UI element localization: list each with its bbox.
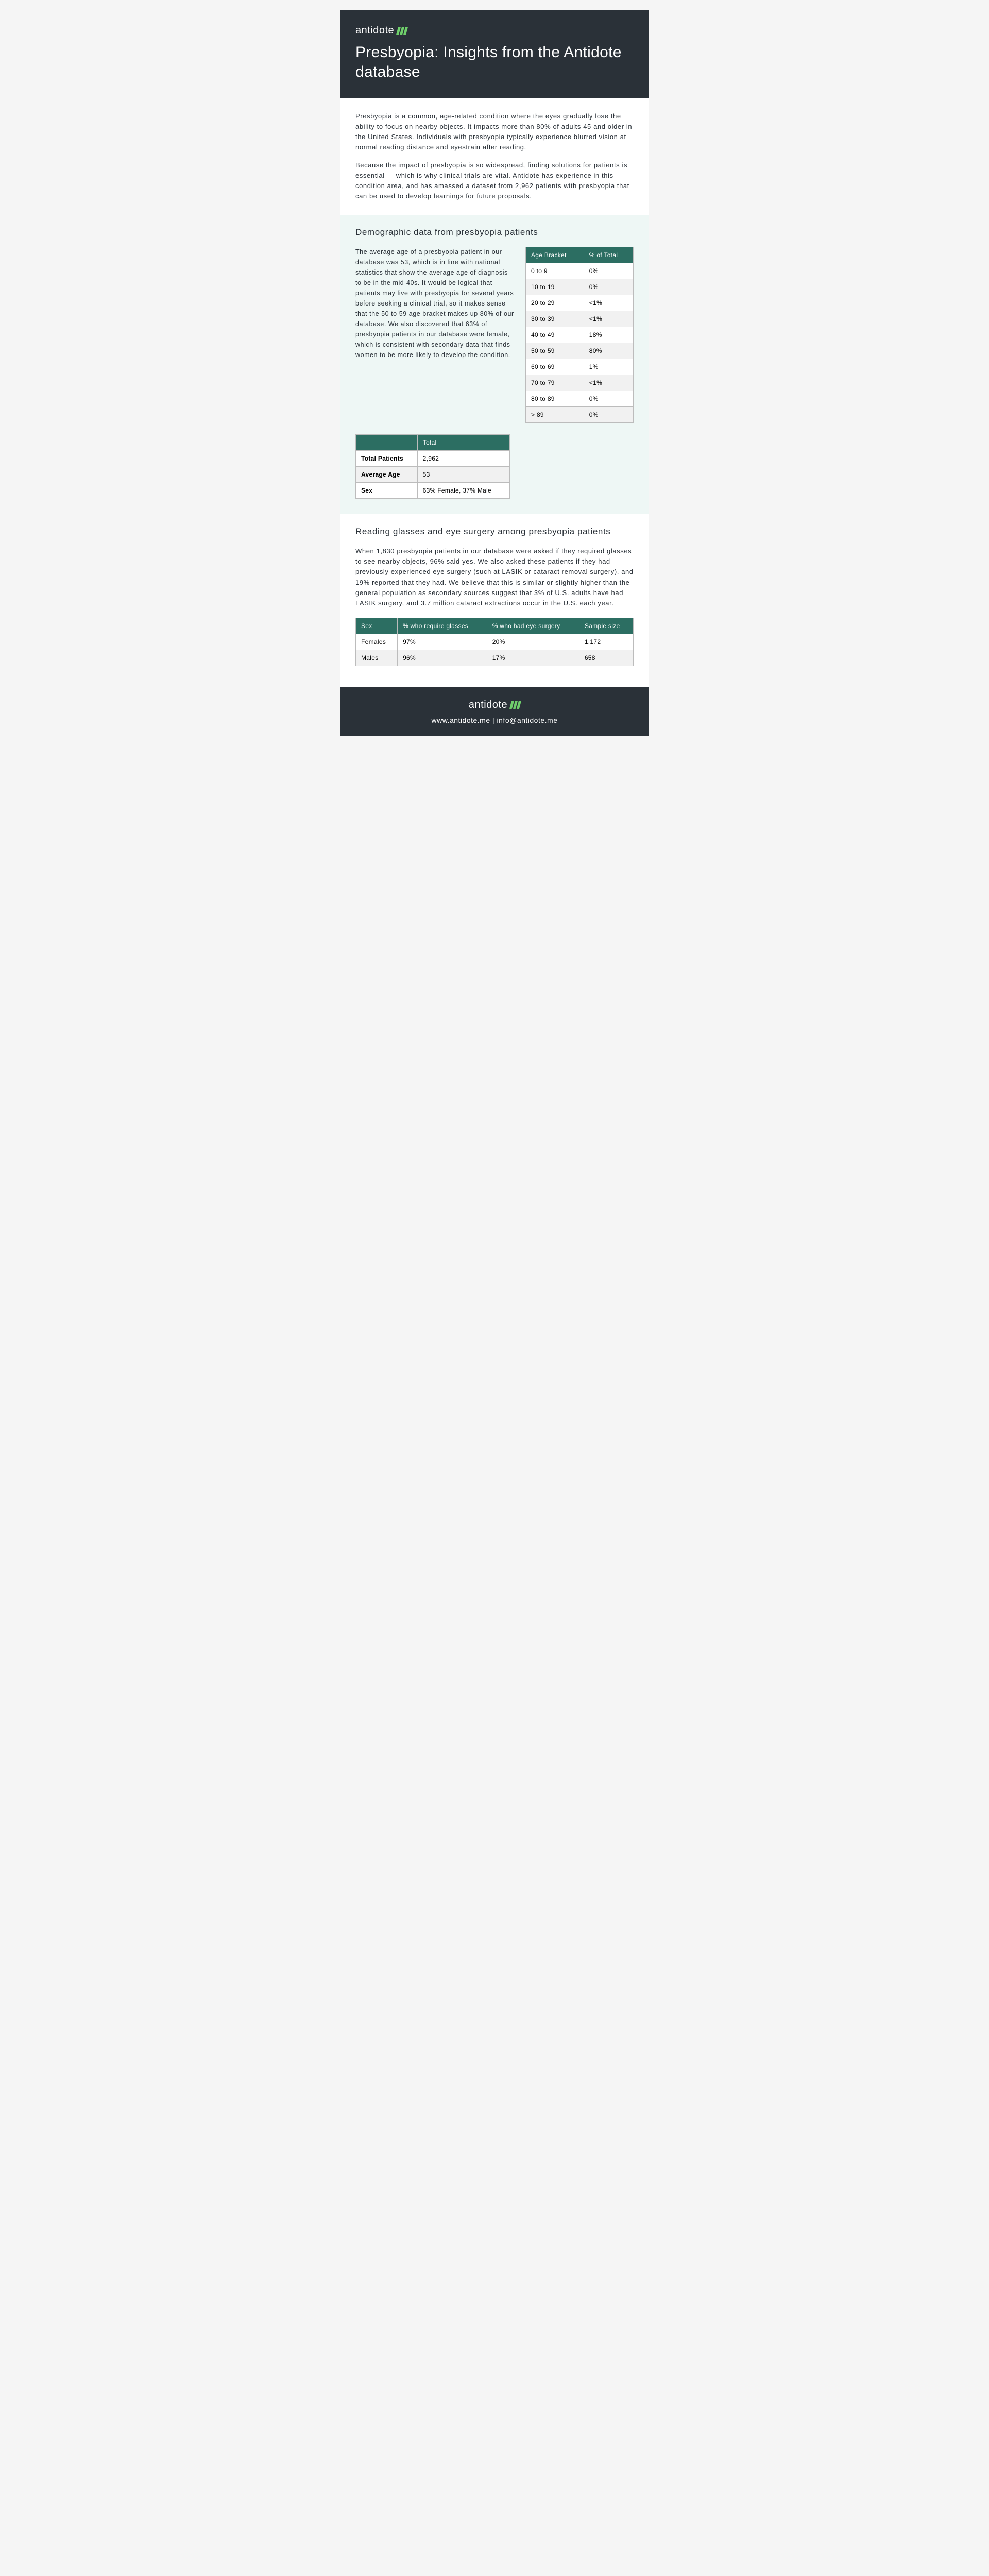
age-header-bracket: Age Bracket xyxy=(526,247,584,263)
demographics-row: The average age of a presbyopia patient … xyxy=(355,247,634,423)
surgery-header-glasses: % who require glasses xyxy=(398,618,487,634)
table-row: 50 to 5980% xyxy=(526,343,634,359)
summary-header-empty xyxy=(356,435,418,451)
table-row: Sex63% Female, 37% Male xyxy=(356,483,510,499)
page-title: Presbyopia: Insights from the Antidote d… xyxy=(355,43,634,81)
page-footer: antidote www.antidote.me | info@antidote… xyxy=(340,687,649,736)
table-row: 80 to 890% xyxy=(526,391,634,407)
table-row: Total Patients2,962 xyxy=(356,451,510,467)
intro-section: Presbyopia is a common, age-related cond… xyxy=(340,98,649,215)
table-row: Males 96% 17% 658 xyxy=(356,650,634,666)
age-bracket-table: Age Bracket % of Total 0 to 90% 10 to 19… xyxy=(525,247,634,423)
intro-paragraph-1: Presbyopia is a common, age-related cond… xyxy=(355,111,634,153)
surgery-table: Sex % who require glasses % who had eye … xyxy=(355,618,634,666)
table-row: 10 to 190% xyxy=(526,279,634,295)
footer-brand-name: antidote xyxy=(469,699,507,711)
table-row: 70 to 79<1% xyxy=(526,375,634,391)
footer-brand-mark-icon xyxy=(510,701,520,709)
summary-header-total: Total xyxy=(417,435,509,451)
intro-paragraph-2: Because the impact of presbyopia is so w… xyxy=(355,160,634,202)
page-header: antidote Presbyopia: Insights from the A… xyxy=(340,10,649,98)
surgery-heading: Reading glasses and eye surgery among pr… xyxy=(355,527,634,537)
table-row: Females 97% 20% 1,172 xyxy=(356,634,634,650)
table-row: Average Age53 xyxy=(356,467,510,483)
table-row: > 890% xyxy=(526,407,634,423)
infographic-page: antidote Presbyopia: Insights from the A… xyxy=(340,10,649,736)
surgery-section: Reading glasses and eye surgery among pr… xyxy=(340,514,649,682)
table-row: 60 to 691% xyxy=(526,359,634,375)
demographics-text: The average age of a presbyopia patient … xyxy=(355,247,515,360)
footer-links: www.antidote.me | info@antidote.me xyxy=(350,716,639,724)
demographics-section: Demographic data from presbyopia patient… xyxy=(340,215,649,514)
table-row: 20 to 29<1% xyxy=(526,295,634,311)
surgery-header-surgery: % who had eye surgery xyxy=(487,618,579,634)
footer-logo: antidote xyxy=(350,699,639,711)
age-header-pct: % of Total xyxy=(584,247,633,263)
surgery-text: When 1,830 presbyopia patients in our da… xyxy=(355,546,634,608)
surgery-header-sex: Sex xyxy=(356,618,398,634)
surgery-header-sample: Sample size xyxy=(579,618,633,634)
brand-logo: antidote xyxy=(355,25,634,37)
table-row: 30 to 39<1% xyxy=(526,311,634,327)
brand-mark-icon xyxy=(397,27,407,35)
table-row: 0 to 90% xyxy=(526,263,634,279)
demographics-heading: Demographic data from presbyopia patient… xyxy=(355,227,634,238)
brand-name: antidote xyxy=(355,25,394,37)
summary-table: Total Total Patients2,962 Average Age53 … xyxy=(355,434,510,499)
table-row: 40 to 4918% xyxy=(526,327,634,343)
